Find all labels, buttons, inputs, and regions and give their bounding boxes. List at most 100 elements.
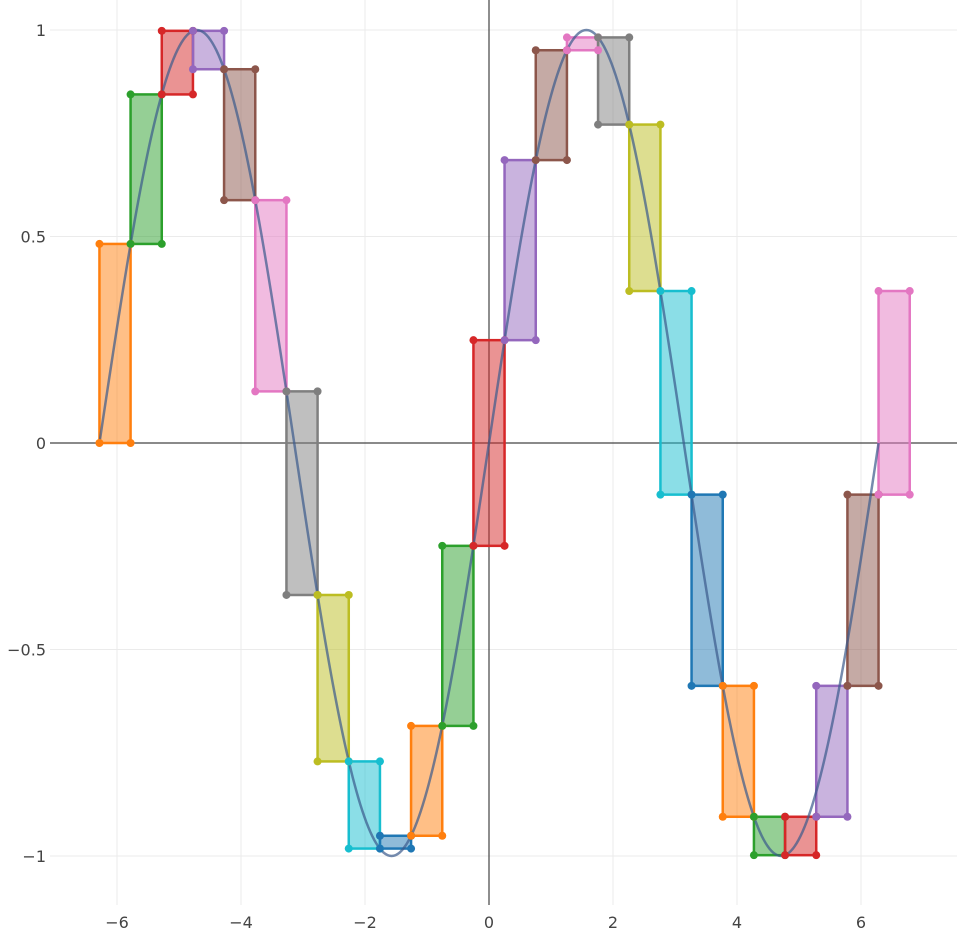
corner-marker xyxy=(781,851,790,860)
x-tick-label: 2 xyxy=(608,913,618,932)
corner-marker xyxy=(438,541,447,550)
x-tick-label: −6 xyxy=(105,913,129,932)
corner-marker xyxy=(531,46,540,55)
corner-marker xyxy=(188,90,197,99)
corner-marker xyxy=(375,831,384,840)
corner-marker xyxy=(469,336,478,345)
corner-marker xyxy=(251,196,260,205)
corner-marker xyxy=(500,541,509,550)
corner-marker xyxy=(407,721,416,730)
corner-marker xyxy=(500,336,509,345)
tick-labels: −6 −4 −2 0 2 4 6 −1 −0.5 0 0.5 1 xyxy=(7,21,866,932)
corner-marker xyxy=(749,681,758,690)
corner-marker xyxy=(749,851,758,860)
corner-marker xyxy=(843,681,852,690)
corner-marker xyxy=(344,590,353,599)
corner-marker xyxy=(282,196,291,205)
rectangle-26 xyxy=(877,289,911,496)
corner-marker xyxy=(126,90,135,99)
y-tick-label: −1 xyxy=(22,847,46,866)
corner-marker xyxy=(188,65,197,74)
y-tick-label: −0.5 xyxy=(7,641,46,660)
corner-marker xyxy=(282,387,291,396)
corner-marker xyxy=(313,757,322,766)
corner-marker xyxy=(687,490,696,499)
x-tick-label: 0 xyxy=(484,913,494,932)
corner-marker xyxy=(874,490,883,499)
corner-marker xyxy=(95,439,104,447)
corner-marker xyxy=(594,33,603,42)
corner-marker xyxy=(625,287,634,296)
corner-marker xyxy=(531,336,540,345)
corner-marker xyxy=(313,590,322,599)
corner-marker xyxy=(220,65,229,74)
corner-marker xyxy=(656,287,665,296)
corner-marker xyxy=(375,757,384,766)
corner-marker xyxy=(375,844,384,853)
corner-marker xyxy=(220,26,229,35)
corner-marker xyxy=(188,26,197,35)
corner-marker xyxy=(687,681,696,690)
corner-marker xyxy=(594,120,603,129)
corner-marker xyxy=(531,156,540,165)
rectangle-3 xyxy=(160,29,195,96)
corner-marker xyxy=(438,831,447,840)
corner-marker xyxy=(843,812,852,821)
corner-marker xyxy=(905,287,914,296)
sine-curve xyxy=(98,28,880,858)
x-tick-label: −4 xyxy=(229,913,253,932)
corner-marker xyxy=(812,812,821,821)
corner-marker xyxy=(562,46,571,55)
corner-marker xyxy=(812,681,821,690)
corner-marker xyxy=(220,196,229,205)
y-tick-label: 0 xyxy=(36,434,46,453)
corner-marker xyxy=(469,721,478,730)
rectangle-10 xyxy=(378,834,413,850)
y-tick-label: 0.5 xyxy=(21,228,46,247)
rectangle-24 xyxy=(814,684,849,819)
corner-marker xyxy=(407,831,416,840)
corner-marker xyxy=(95,239,104,248)
x-tick-label: 4 xyxy=(732,913,742,932)
corner-marker xyxy=(625,120,634,129)
corner-marker xyxy=(500,156,509,165)
sine-curve-line xyxy=(98,28,880,858)
corner-marker xyxy=(282,590,291,599)
y-tick-label: 1 xyxy=(36,21,46,40)
corner-marker xyxy=(749,812,758,821)
corner-marker xyxy=(469,541,478,550)
corner-marker xyxy=(562,156,571,165)
x-tick-label: −2 xyxy=(353,913,377,932)
corner-marker xyxy=(251,387,260,396)
corner-marker xyxy=(438,721,447,730)
corner-marker xyxy=(718,812,727,821)
markers xyxy=(95,26,914,860)
corner-marker xyxy=(344,844,353,853)
corner-marker xyxy=(407,844,416,853)
corner-marker xyxy=(874,681,883,690)
corner-marker xyxy=(718,681,727,690)
rectangle-17 xyxy=(596,36,631,126)
corner-marker xyxy=(812,851,821,860)
corner-marker xyxy=(157,90,166,99)
corner-marker xyxy=(344,757,353,766)
corner-marker xyxy=(313,387,322,396)
corner-marker xyxy=(656,120,665,129)
corner-marker xyxy=(157,239,166,248)
corner-marker xyxy=(562,33,571,42)
corner-marker xyxy=(126,239,135,248)
corner-marker xyxy=(718,490,727,499)
corner-marker xyxy=(781,812,790,821)
corner-marker xyxy=(874,287,883,296)
rectangle-25 xyxy=(846,493,880,688)
corner-marker xyxy=(157,26,166,35)
corner-marker xyxy=(656,490,665,499)
corner-marker xyxy=(843,490,852,499)
corner-marker xyxy=(126,439,135,447)
rectangle-9 xyxy=(347,760,382,850)
corner-marker xyxy=(594,46,603,55)
x-tick-label: 6 xyxy=(856,913,866,932)
corner-marker xyxy=(905,490,914,499)
corner-marker xyxy=(625,33,634,42)
